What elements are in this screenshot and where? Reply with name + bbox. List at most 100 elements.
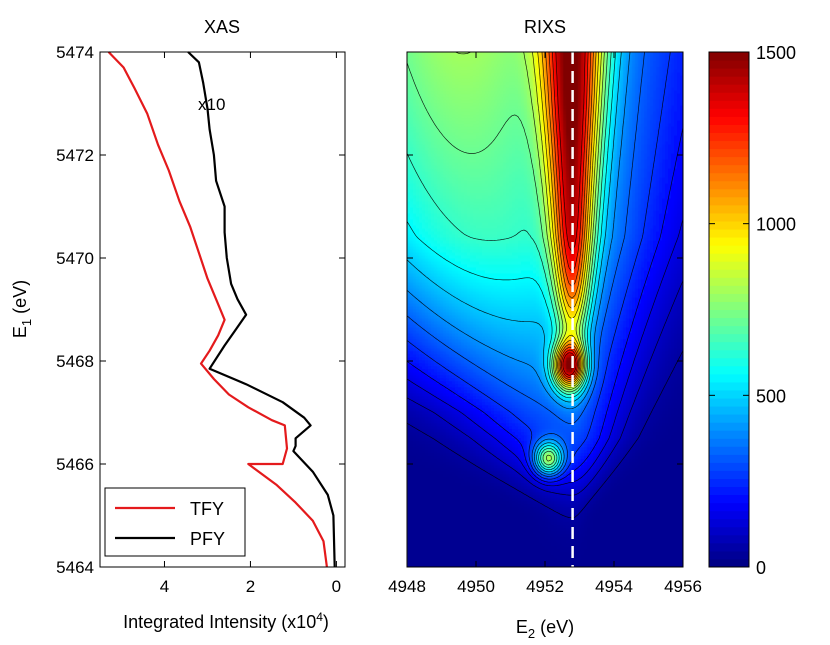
rixs-cell xyxy=(677,52,681,56)
rixs-cell xyxy=(548,78,552,83)
rixs-cell xyxy=(587,78,591,83)
rixs-cell xyxy=(656,54,660,59)
rixs-cell xyxy=(533,75,537,80)
rixs-cell xyxy=(611,57,615,62)
rixs-cell xyxy=(647,69,651,74)
rixs-cell xyxy=(563,66,567,71)
rixs-cell xyxy=(485,84,489,89)
rixs-cell xyxy=(653,52,657,56)
rixs-cell xyxy=(623,84,627,89)
rixs-cell xyxy=(677,66,681,71)
rixs-cell xyxy=(524,69,528,74)
rixs-cell xyxy=(479,75,483,80)
xas-line-pfy xyxy=(187,51,336,568)
rixs-cell xyxy=(602,78,606,83)
rixs-cell xyxy=(641,69,645,74)
rixs-cell xyxy=(416,57,420,62)
rixs-cell xyxy=(416,72,420,77)
rixs-cell xyxy=(509,63,513,68)
rixs-cell xyxy=(617,75,621,80)
rixs-cell xyxy=(527,57,531,62)
rixs-cell xyxy=(542,63,546,68)
rixs-cell xyxy=(467,66,471,71)
rixs-cell xyxy=(452,63,456,68)
rixs-cell xyxy=(470,57,474,62)
rixs-cell xyxy=(416,75,420,80)
rixs-cell xyxy=(635,72,639,77)
rixs-cell xyxy=(452,52,456,56)
rixs-cell xyxy=(542,54,546,59)
rixs-cell xyxy=(485,57,489,62)
rixs-cell xyxy=(665,84,669,89)
rixs-cell xyxy=(542,52,546,56)
rixs-cell xyxy=(548,75,552,80)
rixs-cell xyxy=(419,87,423,92)
rixs-cell xyxy=(584,69,588,74)
rixs-cell xyxy=(524,78,528,83)
rixs-cell xyxy=(632,78,636,83)
rixs-cell xyxy=(464,69,468,74)
rixs-cell xyxy=(521,78,525,83)
rixs-cell xyxy=(449,87,453,92)
rixs-cell xyxy=(638,60,642,65)
rixs-cell xyxy=(662,66,666,71)
rixs-cell xyxy=(428,57,432,62)
rixs-cell xyxy=(524,75,528,80)
rixs-cell xyxy=(413,75,417,80)
rixs-cell xyxy=(647,78,651,83)
rixs-cell xyxy=(431,69,435,74)
rixs-cell xyxy=(437,63,441,68)
rixs-cell xyxy=(650,52,654,56)
rixs-cell xyxy=(542,84,546,89)
rixs-cell xyxy=(458,72,462,77)
rixs-cell xyxy=(497,69,501,74)
rixs-cell xyxy=(425,72,429,77)
rixs-cell xyxy=(644,60,648,65)
rixs-cell xyxy=(518,81,522,86)
rixs-cell xyxy=(617,72,621,77)
rixs-cell xyxy=(431,84,435,89)
rixs-cell xyxy=(476,84,480,89)
rixs-cell xyxy=(575,78,579,83)
rixs-cell xyxy=(671,60,675,65)
rixs-cell xyxy=(569,81,573,86)
rixs-cell xyxy=(551,69,555,74)
rixs-cell xyxy=(410,63,414,68)
rixs-cell xyxy=(467,60,471,65)
rixs-cell xyxy=(593,60,597,65)
rixs-cell xyxy=(566,54,570,59)
rixs-cell xyxy=(425,81,429,86)
rixs-cell xyxy=(476,81,480,86)
rixs-cell xyxy=(563,75,567,80)
rixs-cell xyxy=(431,60,435,65)
rixs-cell xyxy=(566,66,570,71)
rixs-cell xyxy=(452,66,456,71)
rixs-cell xyxy=(629,52,633,56)
rixs-cell xyxy=(650,84,654,89)
rixs-cell xyxy=(473,54,477,59)
rixs-cell xyxy=(443,87,447,92)
rixs-cell xyxy=(515,57,519,62)
rixs-cell xyxy=(584,72,588,77)
rixs-cell xyxy=(482,66,486,71)
rixs-cell xyxy=(563,60,567,65)
rixs-cell xyxy=(425,66,429,71)
rixs-cell xyxy=(467,54,471,59)
rixs-cell xyxy=(635,66,639,71)
rixs-cell xyxy=(488,57,492,62)
rixs-cell xyxy=(422,87,426,92)
rixs-cell xyxy=(500,81,504,86)
rixs-cell xyxy=(518,69,522,74)
rixs-cell xyxy=(656,57,660,62)
rixs-cell xyxy=(413,72,417,77)
rixs-cell xyxy=(569,52,573,56)
rixs-cell xyxy=(497,66,501,71)
rixs-cell xyxy=(440,66,444,71)
rixs-cell xyxy=(680,57,683,62)
rixs-cell xyxy=(446,72,450,77)
rixs-cell xyxy=(644,66,648,71)
rixs-cell xyxy=(626,78,630,83)
rixs-cell xyxy=(476,78,480,83)
rixs-cell xyxy=(602,75,606,80)
rixs-cell xyxy=(644,69,648,74)
